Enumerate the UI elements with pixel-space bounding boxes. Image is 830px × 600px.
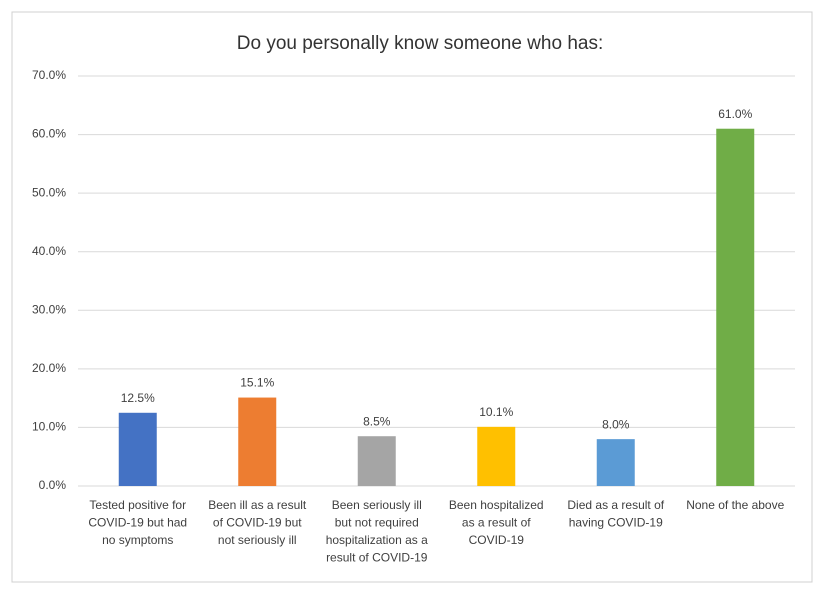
bar	[357, 436, 396, 486]
x-tick-label: but not required	[335, 516, 419, 530]
x-tick-label: Been ill as a result	[208, 498, 307, 512]
value-label: 8.5%	[363, 414, 391, 428]
x-tick-label: no symptoms	[102, 533, 173, 547]
bar	[596, 439, 635, 486]
y-tick-label: 50.0%	[32, 185, 66, 199]
x-tick-label: COVID-19	[469, 533, 525, 547]
x-tick-label: having COVID-19	[569, 516, 663, 530]
y-tick-label: 60.0%	[32, 127, 66, 141]
x-tick-label: hospitalization as a	[326, 533, 428, 547]
value-label: 12.5%	[121, 391, 155, 405]
y-tick-label: 10.0%	[32, 420, 66, 434]
x-tick-label: as a result of	[462, 516, 531, 530]
x-tick-label: Died as a result of	[567, 498, 664, 512]
x-tick-label: COVID-19 but had	[88, 516, 187, 530]
y-tick-label: 20.0%	[32, 361, 66, 375]
bar	[118, 412, 157, 486]
y-tick-label: 0.0%	[39, 478, 67, 492]
bar	[716, 128, 755, 486]
value-label: 10.1%	[479, 405, 513, 419]
y-tick-label: 40.0%	[32, 244, 66, 258]
x-tick-label: of COVID-19 but	[213, 516, 302, 530]
value-label: 61.0%	[718, 107, 752, 121]
value-label: 15.1%	[240, 376, 274, 390]
bar	[477, 426, 516, 486]
bar	[238, 397, 277, 486]
x-tick-label: not seriously ill	[218, 533, 297, 547]
y-tick-label: 70.0%	[32, 68, 66, 82]
x-tick-label: None of the above	[686, 498, 784, 512]
x-tick-label: Tested positive for	[89, 498, 186, 512]
value-label: 8.0%	[602, 417, 630, 431]
x-tick-label: Been hospitalized	[449, 498, 544, 512]
x-tick-label: result of COVID-19	[326, 551, 428, 565]
chart-title: Do you personally know someone who has:	[237, 33, 603, 54]
y-tick-label: 30.0%	[32, 302, 66, 316]
chart-frame	[11, 11, 813, 583]
x-tick-label: Been seriously ill	[332, 498, 422, 512]
